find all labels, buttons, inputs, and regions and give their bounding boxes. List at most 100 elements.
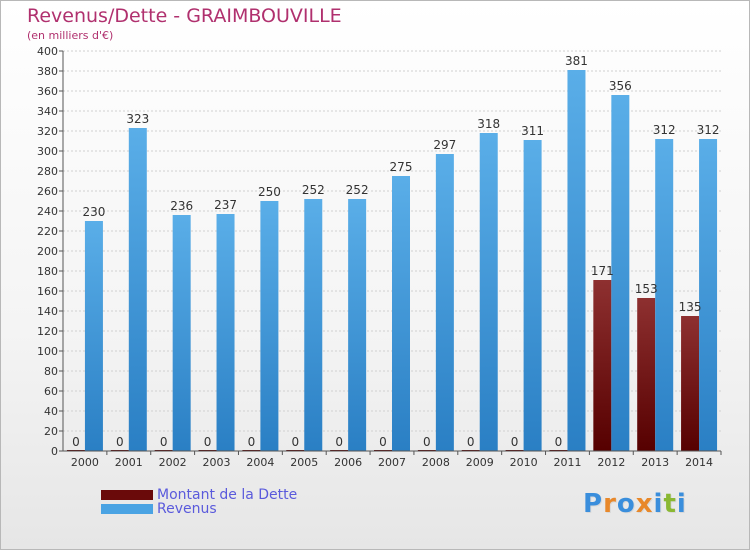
x-tick-label-2002: 2002	[159, 456, 187, 469]
x-tick-label-2000: 2000	[71, 456, 99, 469]
bar-revenus-2014	[699, 139, 718, 451]
y-tick-label: 0	[51, 445, 58, 458]
y-tick-label: 160	[37, 285, 58, 298]
data-label-revenus-2011: 381	[565, 54, 588, 68]
data-label-dette-2013: 153	[635, 282, 658, 296]
y-tick-label: 240	[37, 205, 58, 218]
axes	[62, 51, 721, 452]
bar-revenus-2000	[84, 221, 103, 451]
chart-subtitle: (en milliers d'€)	[27, 29, 114, 42]
data-label-dette-2001: 0	[116, 435, 124, 449]
data-label-dette-2014: 135	[679, 300, 702, 314]
legend-label-dette: Montant de la Dette	[157, 487, 298, 503]
bar-revenus-2001	[128, 128, 147, 451]
data-label-dette-2009: 0	[467, 435, 475, 449]
data-label-revenus-2004: 250	[258, 185, 281, 199]
y-tick-label: 60	[44, 385, 58, 398]
bar-revenus-2011	[567, 70, 586, 451]
y-tick-label: 80	[44, 365, 58, 378]
data-label-dette-2010: 0	[511, 435, 519, 449]
x-tick-label-2010: 2010	[510, 456, 538, 469]
legend-swatch-dette	[101, 490, 153, 500]
x-tick-label-2011: 2011	[553, 456, 581, 469]
y-tick-label: 200	[37, 245, 58, 258]
y-tick-label: 120	[37, 325, 58, 338]
x-tick-label-2001: 2001	[115, 456, 143, 469]
x-axis-ticks: 2000 2001 2002 2003 2004 2005 2006 2007 2008 2009…	[71, 451, 722, 469]
data-label-revenus-2005: 252	[302, 183, 325, 197]
data-label-revenus-2009: 318	[477, 117, 500, 131]
y-axis-ticks: 0 20 40 60 80 100 120 140 160 180 200 220 240 260 280 3…	[37, 45, 63, 458]
logo-letter: x	[635, 489, 654, 519]
bar-revenus-2005	[304, 199, 323, 451]
data-label-revenus-2003: 237	[214, 198, 237, 212]
data-label-dette-2002: 0	[160, 435, 168, 449]
data-label-dette-2006: 0	[335, 435, 343, 449]
bar-revenus-2010	[523, 140, 542, 451]
data-label-revenus-2012: 356	[609, 79, 632, 93]
data-label-revenus-2014: 312	[697, 123, 720, 137]
x-tick-label-2004: 2004	[246, 456, 274, 469]
bar-revenus-2007	[392, 176, 410, 451]
bar-revenus-2013	[655, 139, 674, 451]
logo-letter: o	[616, 489, 636, 519]
x-tick-label-2006: 2006	[334, 456, 362, 469]
logo-letter: i	[676, 489, 687, 519]
y-tick-label: 180	[37, 265, 58, 278]
data-label-revenus-2002: 236	[170, 199, 193, 213]
y-tick-label: 360	[37, 85, 58, 98]
bar-dette-2012	[593, 280, 612, 451]
data-label-dette-2005: 0	[291, 435, 299, 449]
y-tick-label: 100	[37, 345, 58, 358]
x-tick-label-2009: 2009	[466, 456, 494, 469]
bar-revenus-2003	[216, 214, 235, 451]
chart-title: Revenus/Dette - GRAIMBOUVILLE	[27, 5, 342, 27]
bar-revenus-2009	[479, 133, 498, 451]
bar-dette-2013	[637, 298, 656, 451]
data-label-revenus-2001: 323	[126, 112, 149, 126]
bar-revenus-2006	[348, 199, 367, 451]
y-tick-label: 260	[37, 185, 58, 198]
y-tick-label: 400	[37, 45, 58, 58]
bar-revenus-2002	[172, 215, 191, 451]
x-tick-label-2012: 2012	[597, 456, 625, 469]
data-label-revenus-2007: 275	[390, 160, 413, 174]
data-label-dette-2012: 171	[591, 264, 614, 278]
data-label-revenus-2013: 312	[653, 123, 676, 137]
legend-label-revenus: Revenus	[157, 501, 217, 517]
y-tick-label: 280	[37, 165, 58, 178]
logo-letter: P	[583, 489, 604, 519]
x-tick-label-2005: 2005	[290, 456, 318, 469]
bars	[66, 70, 718, 451]
x-tick-label-2013: 2013	[641, 456, 669, 469]
y-tick-label: 320	[37, 125, 58, 138]
bar-dette-2014	[681, 316, 700, 451]
y-tick-label: 220	[37, 225, 58, 238]
data-label-revenus-2008: 297	[433, 138, 456, 152]
y-tick-label: 380	[37, 65, 58, 78]
logo-letter: i	[653, 489, 664, 519]
data-label-revenus-2000: 230	[82, 205, 105, 219]
legend-swatch-revenus	[101, 504, 153, 514]
bar-revenus-2008	[435, 154, 454, 451]
proxiti-logo: Proxiti	[583, 489, 687, 519]
data-labels: 0 230 0 323 0 236 0 237 0 250 0 252 0 252 0 275 0 297 0 318…	[72, 54, 719, 449]
y-tick-label: 20	[44, 425, 58, 438]
bar-revenus-2004	[260, 201, 279, 451]
data-label-revenus-2010: 311	[521, 124, 544, 138]
x-tick-label-2014: 2014	[685, 456, 713, 469]
logo-letter: r	[603, 489, 617, 519]
y-tick-label: 300	[37, 145, 58, 158]
data-label-dette-2011: 0	[555, 435, 563, 449]
data-label-revenus-2006: 252	[346, 183, 369, 197]
x-tick-label-2007: 2007	[378, 456, 406, 469]
data-label-dette-2003: 0	[204, 435, 212, 449]
y-tick-label: 340	[37, 105, 58, 118]
bar-revenus-2012	[611, 95, 630, 451]
logo-letter: t	[663, 489, 677, 519]
data-label-dette-2000: 0	[72, 435, 80, 449]
y-tick-label: 140	[37, 305, 58, 318]
x-tick-label-2003: 2003	[203, 456, 231, 469]
